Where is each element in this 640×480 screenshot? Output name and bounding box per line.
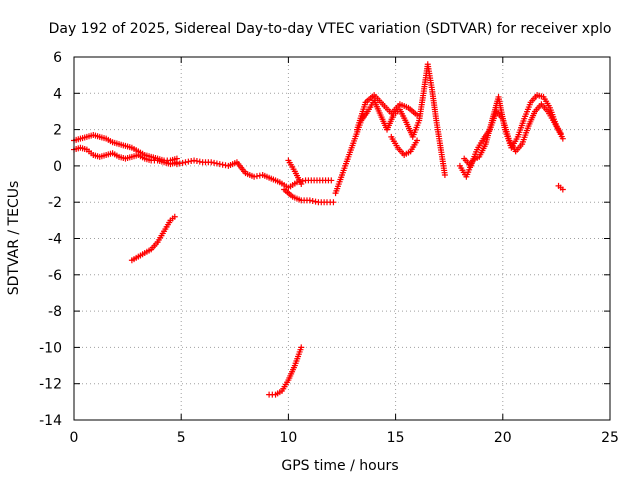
data-point bbox=[559, 135, 566, 142]
data-point bbox=[173, 161, 180, 168]
data-point bbox=[557, 130, 564, 137]
x-tick-label: 20 bbox=[494, 430, 512, 446]
data-point bbox=[216, 161, 223, 168]
data-point bbox=[213, 160, 220, 167]
data-point bbox=[328, 177, 335, 184]
y-tick-label: 0 bbox=[53, 159, 62, 175]
data-point bbox=[298, 181, 305, 188]
data-point bbox=[185, 158, 192, 165]
data-point bbox=[559, 186, 566, 193]
y-tick-label: 4 bbox=[53, 86, 62, 102]
data-point bbox=[256, 172, 263, 179]
data-point bbox=[414, 112, 421, 119]
data-point bbox=[182, 159, 189, 166]
data-point bbox=[219, 161, 226, 168]
plot-area bbox=[71, 61, 566, 398]
y-tick-label: 2 bbox=[53, 123, 62, 139]
data-point bbox=[306, 197, 313, 204]
data-point bbox=[414, 137, 421, 144]
data-point bbox=[211, 159, 218, 166]
chart-title: Day 192 of 2025, Sidereal Day-to-day VTE… bbox=[49, 21, 612, 37]
data-point bbox=[312, 198, 319, 205]
x-tick-label: 15 bbox=[387, 430, 405, 446]
y-tick-label: -2 bbox=[48, 195, 62, 211]
y-tick-label: -4 bbox=[48, 232, 62, 248]
y-tick-label: -6 bbox=[48, 268, 62, 284]
data-point bbox=[222, 162, 229, 169]
y-tick-label: -12 bbox=[39, 377, 62, 393]
data-point bbox=[330, 199, 337, 206]
data-point bbox=[171, 213, 178, 220]
data-point bbox=[208, 159, 215, 166]
data-point bbox=[188, 158, 195, 165]
x-tick-label: 25 bbox=[601, 430, 619, 446]
x-axis-label: GPS time / hours bbox=[281, 458, 398, 474]
x-tick-label: 10 bbox=[279, 430, 297, 446]
data-point bbox=[193, 158, 200, 165]
data-point bbox=[251, 173, 258, 180]
y-tick-label: 6 bbox=[53, 50, 62, 66]
data-point bbox=[441, 171, 448, 178]
data-point bbox=[191, 157, 198, 164]
data-point bbox=[298, 344, 305, 351]
data-point bbox=[179, 159, 186, 166]
x-tick-label: 0 bbox=[70, 430, 79, 446]
data-point bbox=[176, 160, 183, 167]
data-point bbox=[196, 158, 203, 165]
y-tick-label: -14 bbox=[39, 413, 62, 429]
y-axis-label: SDTVAR / TECUs bbox=[6, 181, 22, 296]
y-tick-label: -8 bbox=[48, 304, 62, 320]
y-tick-label: -10 bbox=[39, 340, 62, 356]
data-point bbox=[309, 197, 316, 204]
x-tick-label: 5 bbox=[177, 430, 186, 446]
data-point bbox=[253, 173, 260, 180]
